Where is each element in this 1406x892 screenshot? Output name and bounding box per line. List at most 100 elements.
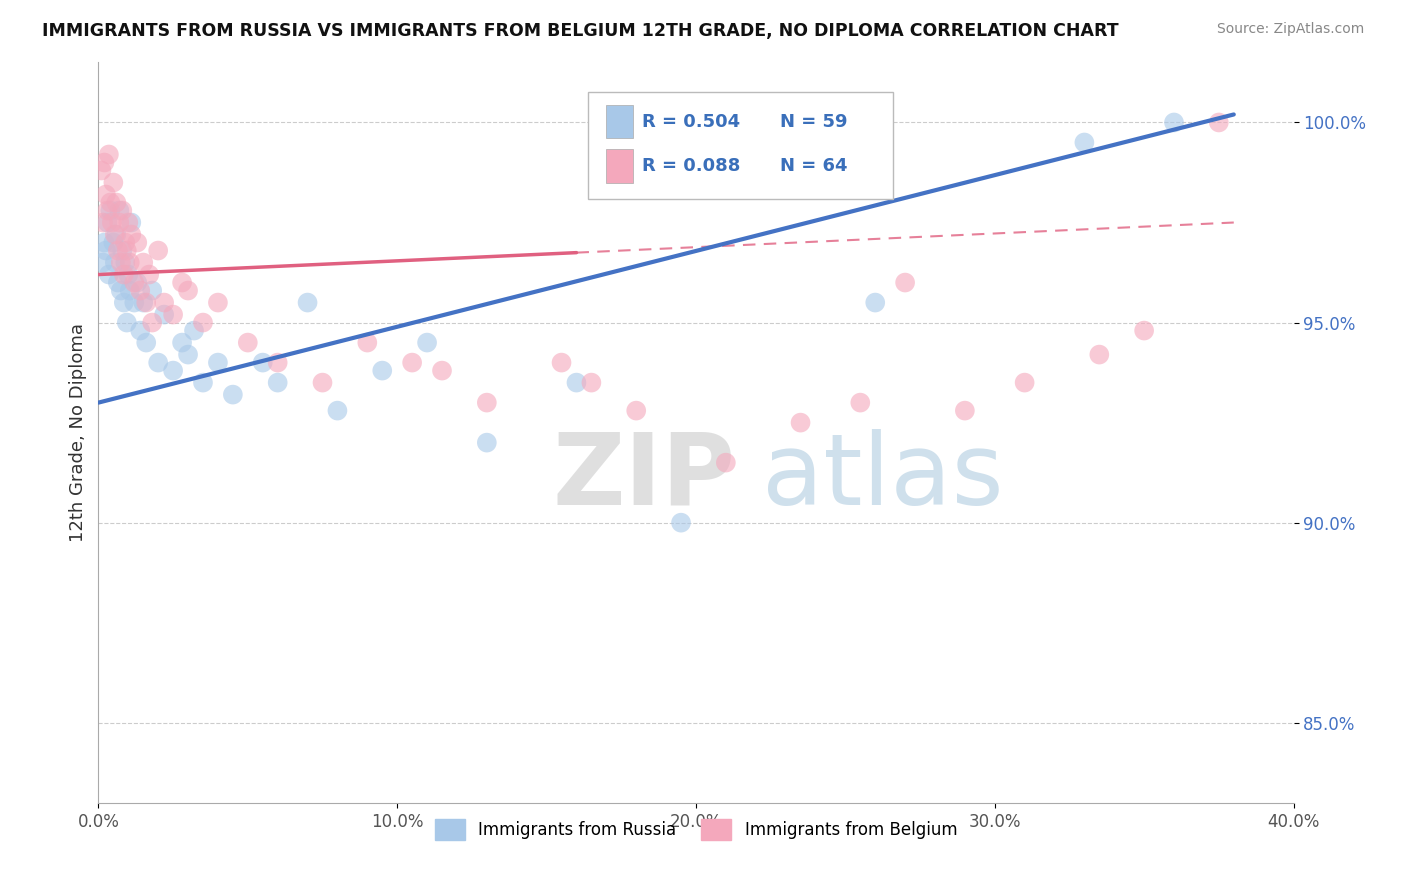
Point [111,203,134,218]
Point [865,295,887,310]
Point [162,363,184,377]
Point [183,324,205,338]
Point [1088,348,1111,362]
Point [105,195,128,210]
Point [207,295,229,310]
Point [90,163,112,178]
Point [108,203,131,218]
Point [669,516,692,530]
Bar [606,150,633,183]
Point [191,316,214,330]
Point [94,244,117,258]
Point [127,276,149,290]
Point [849,395,872,409]
Point [550,355,572,369]
Point [98,195,122,210]
Point [148,244,170,258]
Point [112,268,135,282]
Point [132,255,155,269]
Point [714,456,737,470]
Point [104,255,127,269]
Point [1163,115,1185,129]
Point [371,363,394,377]
Point [267,376,290,390]
Point [894,276,917,290]
FancyBboxPatch shape [589,92,893,200]
Point [565,376,588,390]
Point [101,215,124,229]
Text: N = 59: N = 59 [779,112,848,130]
Point [626,403,648,417]
Point [110,255,132,269]
Point [118,255,141,269]
Point [107,244,129,258]
Point [581,376,603,390]
Point [135,335,157,350]
Point [135,295,157,310]
Point [177,284,200,298]
Point [114,235,136,250]
Point [430,363,453,377]
Point [1014,376,1036,390]
Point [94,187,117,202]
Point [267,355,290,369]
Point [108,215,131,229]
Point [222,387,245,401]
Text: ZIP: ZIP [553,428,735,525]
Point [129,324,152,338]
Point [97,268,120,282]
Point [124,295,146,310]
Point [1133,324,1156,338]
Point [789,416,811,430]
Point [117,215,139,229]
Point [297,295,319,310]
Point [105,227,128,242]
Point [475,395,498,409]
Point [111,244,134,258]
Point [103,235,125,250]
Point [103,176,125,190]
Point [356,335,378,350]
Point [107,276,129,290]
Text: R = 0.088: R = 0.088 [643,157,741,175]
Point [115,316,138,330]
Point [115,244,138,258]
Point [93,155,115,169]
Point [153,295,176,310]
Legend: Immigrants from Russia, Immigrants from Belgium: Immigrants from Russia, Immigrants from … [427,813,965,847]
Point [172,335,194,350]
Point [96,203,118,218]
Point [93,235,115,250]
Y-axis label: 12th Grade, No Diploma: 12th Grade, No Diploma [69,323,87,542]
Point [401,355,423,369]
Point [141,284,163,298]
Text: R = 0.504: R = 0.504 [643,112,741,130]
Point [91,255,114,269]
Point [141,316,163,330]
Text: IMMIGRANTS FROM RUSSIA VS IMMIGRANTS FROM BELGIUM 12TH GRADE, NO DIPLOMA CORRELA: IMMIGRANTS FROM RUSSIA VS IMMIGRANTS FRO… [42,22,1119,40]
Point [132,295,155,310]
Point [953,403,976,417]
Point [138,268,160,282]
Point [112,295,135,310]
Point [475,435,498,450]
Point [153,308,176,322]
Point [117,268,139,282]
Point [252,355,274,369]
Point [118,284,141,298]
Point [311,376,333,390]
Text: atlas: atlas [762,428,1004,525]
Point [97,147,120,161]
Point [98,203,122,218]
Point [416,335,439,350]
Bar [606,105,633,138]
Point [236,335,259,350]
Text: N = 64: N = 64 [779,157,848,175]
Point [1208,115,1230,129]
Point [326,403,349,417]
Point [120,215,142,229]
Point [207,355,229,369]
Point [129,284,152,298]
Point [104,227,127,242]
Point [162,308,184,322]
